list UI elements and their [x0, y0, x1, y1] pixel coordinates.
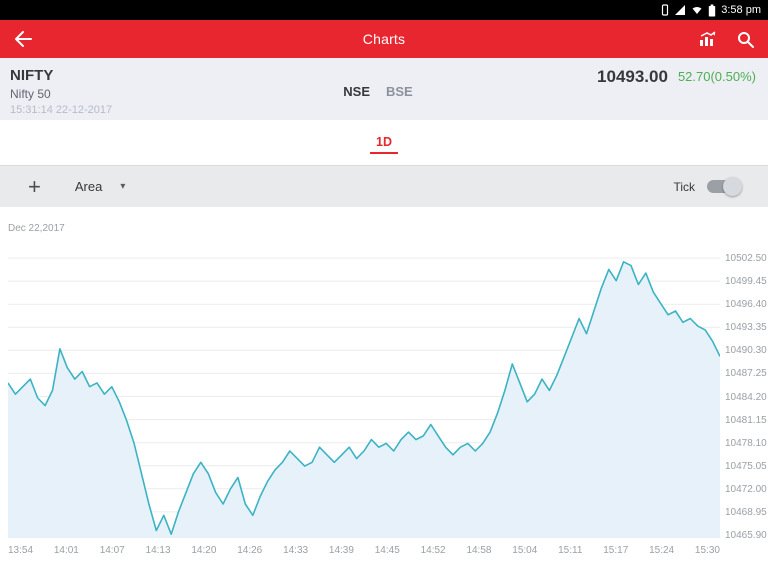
last-price: 10493.00: [597, 67, 668, 86]
vibrate-icon: [661, 4, 669, 16]
y-axis-tick-label: 10493.35: [725, 322, 767, 334]
chart-section: Dec 22,2017 13:54 14:01 14:07 14:13 14:20 14:…: [0, 207, 768, 560]
y-axis-tick-label: 10481.15: [725, 414, 767, 426]
y-axis-tick-label: 10475.05: [725, 460, 767, 472]
exchange-tab-bse[interactable]: BSE: [386, 68, 413, 114]
status-time: 3:58 pm: [721, 4, 761, 16]
signal-bars-icon: [674, 4, 686, 16]
status-bar: 3:58 pm: [0, 0, 768, 20]
quote-header: NIFTY Nifty 50 15:31:14 22-12-2017 NSE B…: [0, 58, 768, 120]
y-axis-tick-label: 10487.25: [725, 368, 767, 380]
x-axis-tick-label: 15:24: [649, 545, 675, 556]
x-axis-tick-label: 14:20: [191, 545, 217, 556]
x-axis-tick-label: 14:07: [99, 545, 125, 556]
chevron-down-icon: ▾: [120, 181, 126, 192]
y-axis-tick-label: 10502.50: [725, 253, 767, 264]
x-axis-tick-label: 14:52: [420, 545, 446, 556]
y-axis-tick-label: 10472.00: [725, 483, 767, 495]
battery-icon: [708, 4, 716, 17]
x-axis-tick-label: 14:58: [466, 545, 492, 556]
page-title: Charts: [362, 31, 406, 47]
app-bar: Charts: [0, 20, 768, 58]
x-axis-tick-label: 14:39: [328, 545, 354, 556]
wifi-icon: [691, 4, 703, 16]
add-indicator-button[interactable]: +: [28, 173, 41, 199]
price-block: 10493.00 52.70(0.50%): [506, 67, 756, 114]
x-axis-tick-label: 15:11: [558, 545, 583, 556]
y-axis-tick-label: 10478.10: [725, 437, 767, 449]
y-axis-tick-label: 10490.30: [725, 345, 767, 357]
instrument-name: Nifty 50: [10, 87, 51, 101]
instrument-symbol: NIFTY: [10, 67, 54, 84]
x-axis-tick-label: 14:01: [53, 545, 79, 556]
exchange-tab-nse[interactable]: NSE: [343, 68, 370, 114]
y-axis-tick-label: 10496.40: [725, 299, 767, 311]
x-axis-tick-label: 14:33: [283, 545, 309, 556]
x-axis-tick-label: 15:30: [694, 545, 720, 556]
chart-date-label: Dec 22,2017: [8, 223, 65, 234]
plot-column: 13:54 14:01 14:07 14:13 14:20 14:26 14:33 14:39…: [8, 248, 720, 560]
back-button[interactable]: [14, 31, 32, 47]
y-axis-tick-label: 10465.90: [725, 530, 767, 541]
x-axis-labels: 13:54 14:01 14:07 14:13 14:20 14:26 14:33 14:39…: [8, 545, 720, 560]
plot-area[interactable]: [8, 248, 720, 538]
y-axis-labels: 10502.50 10499.45 10496.40 10493.35 10490.30…: [720, 248, 768, 560]
x-axis-tick-label: 15:04: [512, 545, 538, 556]
chart-type-label: Area: [74, 179, 103, 194]
y-axis-tick-label: 10484.20: [725, 391, 767, 403]
x-axis-tick-label: 14:26: [237, 545, 263, 556]
tick-toggle-label: Tick: [673, 179, 695, 194]
x-axis-tick-label: 13:54: [8, 545, 34, 556]
toggle-thumb: [723, 177, 742, 196]
chart-type-dropdown[interactable]: Area ▾: [69, 178, 132, 195]
chart-toolbar: + Area ▾ Tick: [0, 165, 768, 207]
exchange-switcher: NSE BSE: [250, 67, 506, 114]
chart-style-icon-button[interactable]: [699, 31, 717, 47]
x-axis-tick-label: 14:45: [374, 545, 400, 556]
quote-timestamp: 15:31:14 22-12-2017: [10, 104, 113, 116]
y-axis-tick-label: 10468.95: [725, 506, 767, 518]
range-tab-row: 1D: [0, 120, 768, 165]
price-change: 52.70(0.50%): [677, 69, 756, 84]
tick-toggle-switch[interactable]: [707, 177, 742, 196]
x-axis-tick-label: 14:13: [145, 545, 171, 556]
x-axis-tick-label: 15:17: [603, 545, 629, 556]
price-chart-svg: [8, 257, 720, 538]
tab-1d[interactable]: 1D: [370, 131, 398, 154]
instrument-info: NIFTY Nifty 50 15:31:14 22-12-2017: [10, 67, 250, 116]
search-icon[interactable]: [737, 31, 754, 48]
y-axis-tick-label: 10499.45: [725, 276, 767, 288]
